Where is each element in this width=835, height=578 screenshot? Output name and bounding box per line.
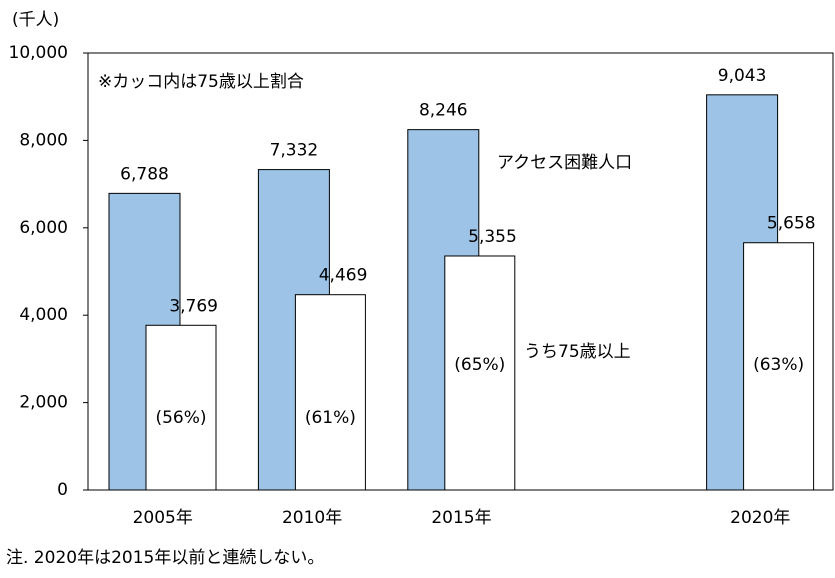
y-tick-label: 0 (57, 480, 68, 500)
annotation: ※カッコ内は75歳以上割合 (98, 72, 304, 92)
value-label: 4,469 (319, 266, 368, 286)
share-label: (63%) (753, 355, 804, 375)
y-tick-label: 6,000 (19, 218, 68, 238)
series-label: アクセス困難人口 (497, 153, 632, 173)
value-label: 8,246 (419, 101, 468, 121)
share-label: (61%) (305, 408, 356, 428)
bar (294, 294, 366, 491)
y-tick-label: 4,000 (19, 305, 68, 325)
share-label: (65%) (454, 355, 505, 375)
x-tick-label: 2020年 (730, 508, 790, 528)
value-label: 5,355 (468, 227, 517, 247)
value-label: 5,658 (767, 214, 816, 234)
y-tick-label: 8,000 (19, 130, 68, 150)
unit-label: (千人) (12, 10, 59, 30)
value-label: 7,332 (270, 141, 319, 161)
footnote: 注. 2020年は2015年以前と連続しない。 (6, 548, 324, 568)
x-tick-label: 2010年 (282, 508, 342, 528)
y-tick-label: 2,000 (19, 393, 68, 413)
bar (444, 255, 516, 491)
x-tick-label: 2005年 (133, 508, 193, 528)
bar (145, 324, 217, 491)
series-label: うち75歳以上 (524, 342, 631, 362)
share-label: (56%) (155, 408, 206, 428)
value-label: 3,769 (169, 296, 218, 316)
x-tick-label: 2015年 (431, 508, 491, 528)
bar (743, 242, 815, 491)
value-label: 9,043 (718, 66, 767, 86)
value-label: 6,788 (120, 164, 169, 184)
y-tick-label: 10,000 (9, 43, 68, 63)
